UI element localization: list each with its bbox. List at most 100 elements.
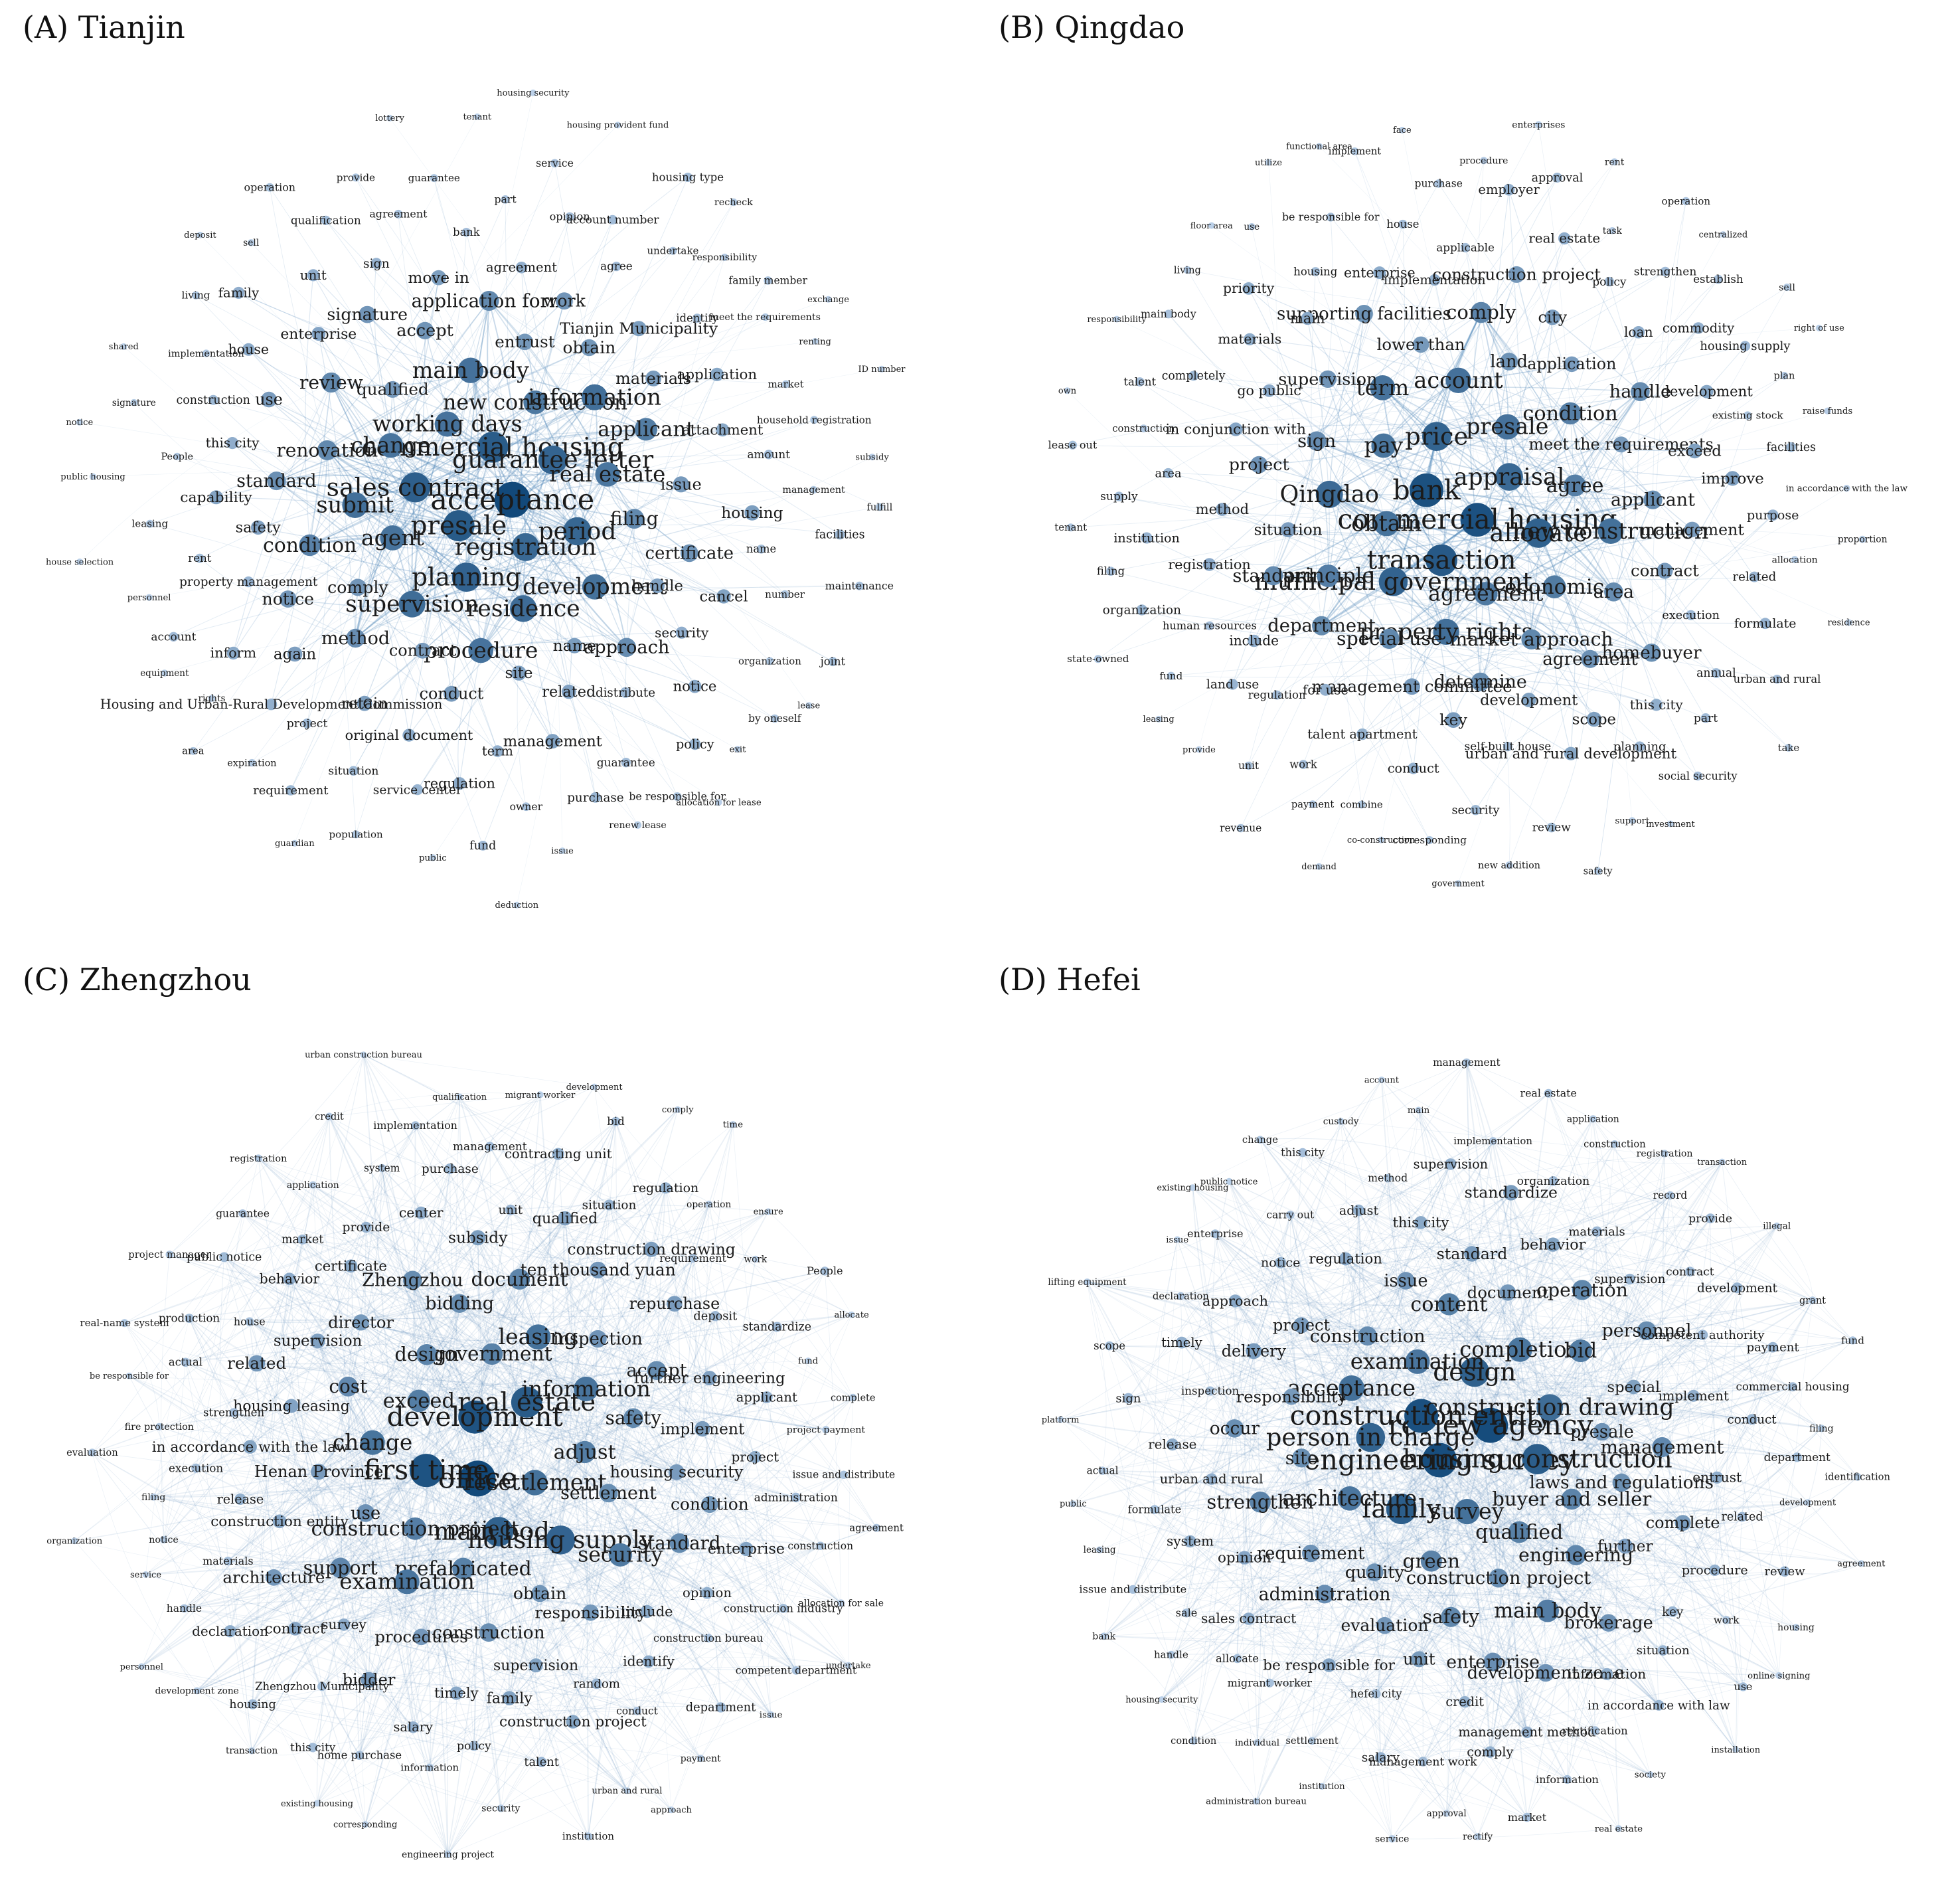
graph-node — [1589, 1115, 1597, 1123]
graph-edge — [328, 1116, 476, 1418]
graph-edge — [1254, 1349, 1520, 1357]
graph-edge — [291, 1314, 852, 1407]
node-label: real estate — [457, 1387, 596, 1417]
graph-edge — [1358, 1140, 1493, 1211]
graph-edge — [1374, 1425, 1491, 1573]
graph-edge — [1448, 1140, 1493, 1304]
node-label: deduction — [495, 901, 539, 910]
graph-edge — [1506, 426, 1666, 571]
graph-edge — [230, 1303, 675, 1632]
graph-edge — [411, 330, 426, 604]
graph-edge — [1269, 1460, 1440, 1684]
graph-edge — [1548, 1093, 1858, 1478]
graph-node — [1593, 867, 1602, 875]
graph-edge — [501, 1314, 852, 1809]
graph-edge — [1512, 1349, 1528, 1818]
node-label: acceptance — [1287, 1375, 1416, 1401]
graph-edge — [1475, 519, 1481, 682]
graph-edge — [1154, 1396, 1292, 1510]
graph-edge — [447, 1326, 777, 1855]
graph-edge — [1582, 1290, 1626, 1547]
graph-edge — [1613, 499, 1654, 592]
graph-edge — [447, 424, 638, 825]
graph-edge — [1485, 391, 1641, 594]
node-label: family — [487, 1690, 533, 1707]
graph-node — [145, 594, 153, 601]
graph-edge — [327, 450, 413, 605]
graph-node — [1280, 522, 1296, 538]
graph-edge — [512, 428, 647, 501]
node-label: institution — [562, 1830, 615, 1842]
graph-edge — [524, 341, 627, 648]
node-label: development — [566, 1082, 623, 1092]
graph-edge — [420, 1531, 499, 1638]
graph-edge — [256, 1363, 416, 1529]
graph-node — [342, 492, 368, 518]
graph-edge — [276, 480, 481, 651]
graph-edge — [251, 1370, 657, 1751]
node-label: administration — [754, 1491, 838, 1504]
graph-edge — [317, 1429, 827, 1804]
graph-edge — [1358, 1164, 1451, 1211]
node-label: allocate — [834, 1310, 868, 1320]
graph-edge — [1485, 593, 1510, 865]
graph-edge — [1161, 1699, 1527, 1818]
graph-edge — [1471, 1218, 1711, 1255]
graph-edge — [1552, 1244, 1634, 1387]
graph-edge — [1341, 1121, 1546, 1674]
graph-edge — [1237, 1300, 1813, 1659]
graph-edge — [426, 1470, 591, 1613]
graph-edge — [1273, 532, 1539, 576]
graph-edge — [1507, 390, 1641, 428]
graph-edge — [1103, 1231, 1597, 1637]
graph-edge — [1592, 1118, 1623, 1483]
node-label: obtain — [513, 1584, 566, 1603]
graph-node — [1544, 1088, 1553, 1098]
graph-edge — [1526, 1386, 1793, 1818]
graph-edge — [74, 1540, 252, 1751]
graph-edge — [347, 1386, 416, 1529]
graph-edge — [1458, 230, 1613, 381]
graph-edge — [1382, 387, 1849, 623]
graph-edge — [1554, 391, 1641, 587]
graph-edge — [584, 1203, 710, 1452]
graph-edge — [145, 1442, 373, 1575]
graph-edge — [302, 1239, 693, 1259]
graph-node — [1749, 571, 1760, 582]
graph-edge — [1552, 317, 1641, 392]
graph-edge — [1389, 531, 1611, 640]
graph-edge — [1474, 1371, 1797, 1458]
graph-edge — [1474, 1195, 1671, 1373]
graph-edge — [1490, 1192, 1512, 1426]
graph-node — [180, 1604, 189, 1613]
node-label: main body — [434, 1517, 564, 1546]
graph-edge — [1384, 1181, 1554, 1626]
graph-node — [1445, 1158, 1457, 1170]
node-label: lease out — [1048, 439, 1098, 452]
graph-edge — [1171, 1262, 1281, 1655]
graph-node — [1319, 370, 1337, 389]
graph-edge — [1235, 429, 1387, 524]
graph-edge — [381, 1168, 536, 1483]
graph-edge — [615, 1121, 710, 1379]
graph-edge — [466, 378, 654, 578]
graph-edge — [1329, 426, 1508, 495]
graph-node — [1302, 1544, 1320, 1563]
graph-edge — [1349, 1210, 1360, 1499]
graph-node — [1495, 414, 1520, 440]
graph-edge — [1613, 444, 1626, 592]
graph-edge — [541, 1258, 694, 1763]
graph-edge — [1490, 1425, 1718, 1478]
node-label: sign — [363, 257, 390, 271]
node-label: unit — [1238, 760, 1260, 772]
graph-node — [360, 1430, 385, 1455]
graph-edge — [230, 1258, 756, 1632]
graph-edge — [372, 1442, 540, 1595]
graph-edge — [493, 446, 753, 513]
graph-edge — [163, 1303, 460, 1540]
graph-edge — [347, 1386, 449, 1855]
graph-edge — [1422, 1386, 1793, 1762]
graph-edge — [340, 1539, 561, 1569]
graph-node — [267, 472, 286, 491]
graph-node — [338, 1376, 359, 1397]
